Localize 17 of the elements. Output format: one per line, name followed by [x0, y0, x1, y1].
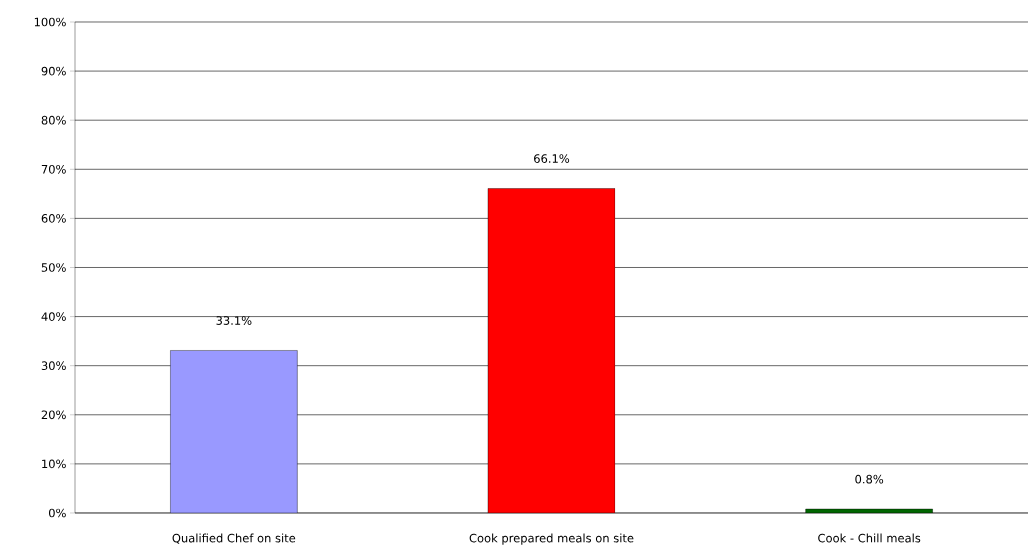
- y-tick-label: 60%: [41, 214, 66, 223]
- y-tick-label: 80%: [41, 115, 66, 125]
- y-tick-label: 10%: [42, 459, 66, 469]
- y-tick-label: 50%: [41, 263, 66, 272]
- y-tick-label: 0%: [48, 508, 66, 518]
- y-tick-label: 30%: [41, 361, 66, 371]
- y-tick-label: 90%: [41, 66, 66, 76]
- x-tick-label: Cook prepared meals on site: [469, 533, 634, 545]
- y-tick-label: 40%: [41, 312, 66, 321]
- y-tick-label: 20%: [41, 410, 66, 420]
- y-tick-label: 70%: [41, 164, 66, 174]
- y-tick-label: 100%: [34, 17, 66, 27]
- data-label: 0.8%: [855, 474, 884, 484]
- data-label: 33.1%: [216, 316, 252, 325]
- x-tick-label: Qualified Chef on site: [172, 533, 296, 544]
- data-label: 66.1%: [534, 154, 570, 163]
- x-tick-label: Cook - Chill meals: [818, 533, 921, 543]
